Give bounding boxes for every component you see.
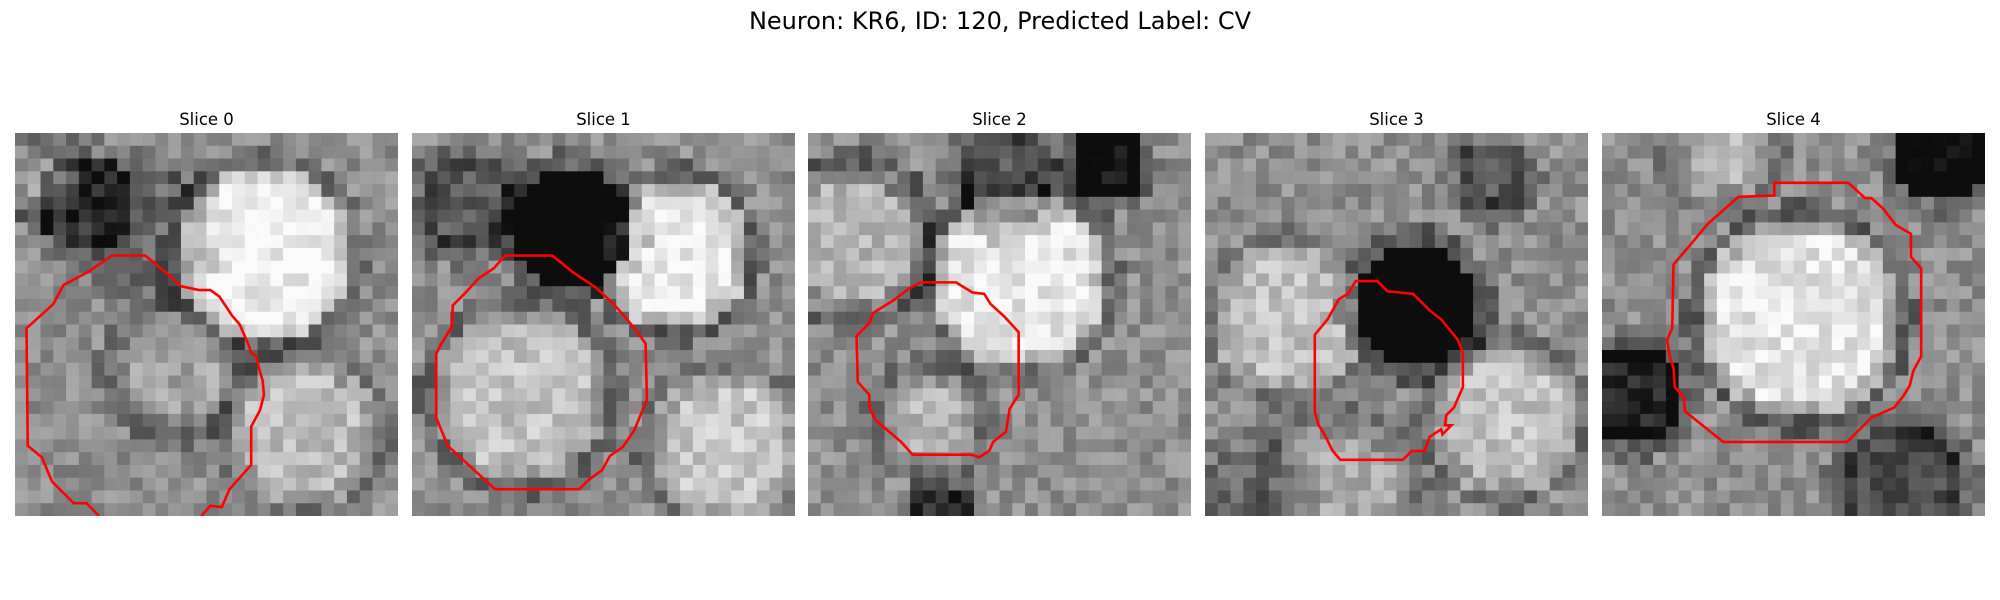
- slice-title-4: Slice 4: [1766, 110, 1821, 129]
- slice-panel-1: Slice 1: [412, 108, 795, 516]
- slice-image-0: [15, 133, 398, 516]
- slice-panel-2: Slice 2: [808, 108, 1191, 516]
- slice-title-0: Slice 0: [179, 110, 234, 129]
- segmentation-outline-0: [26, 256, 263, 516]
- figure-title: Neuron: KR6, ID: 120, Predicted Label: C…: [748, 7, 1252, 35]
- slice-image-2-texture: [808, 133, 1191, 516]
- slice-title-2: Slice 2: [972, 110, 1027, 129]
- slice-image-2: [808, 133, 1191, 516]
- slice-title-3: Slice 3: [1369, 110, 1424, 129]
- slice-panel-3: Slice 3: [1205, 108, 1588, 516]
- segmentation-outline-4: [1667, 183, 1921, 442]
- slice-image-3-texture: [1205, 133, 1588, 516]
- slice-image-3: [1205, 133, 1588, 516]
- slice-title-1: Slice 1: [576, 110, 631, 129]
- segmentation-outline-1: [436, 256, 647, 490]
- segmentation-outline-2: [857, 282, 1019, 457]
- segmentation-outline-3: [1315, 281, 1463, 460]
- slice-image-1: [412, 133, 795, 516]
- slice-panel-0: Slice 0: [15, 108, 398, 516]
- slice-image-4-texture: [1602, 133, 1985, 516]
- slice-panel-4: Slice 4: [1602, 108, 1985, 516]
- slice-image-4: [1602, 133, 1985, 516]
- slice-image-0-texture: [15, 133, 398, 516]
- slice-image-1-texture: [412, 133, 795, 516]
